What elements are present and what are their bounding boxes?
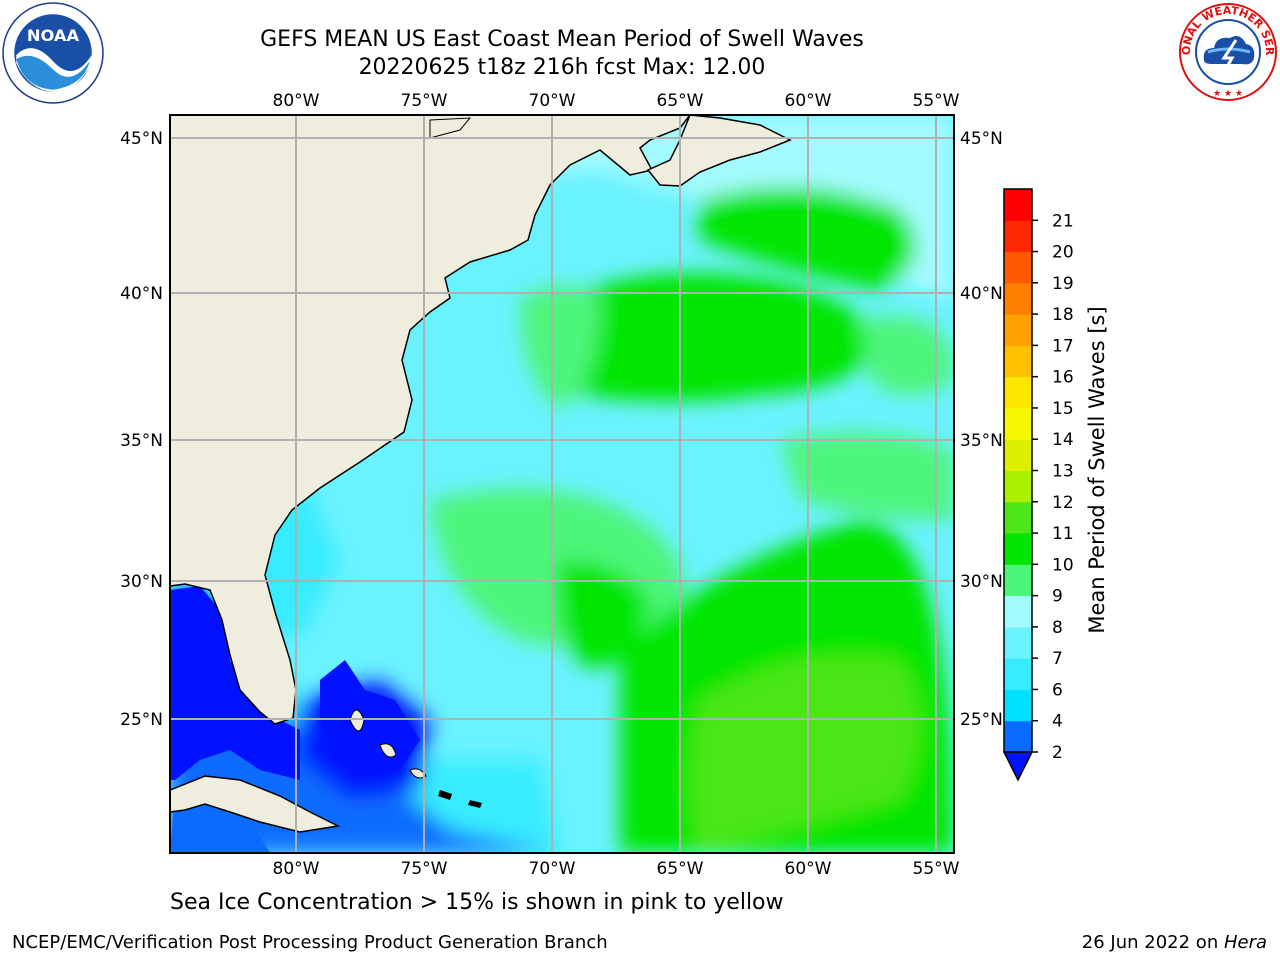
colorbar-tick-label: 8 [1052,618,1063,638]
lon-label-top: 55°W [913,91,960,111]
lat-label-right: 45°N [960,129,1003,149]
colorbar-swatch [1004,189,1032,221]
footer-date: 26 Jun 2022 on Hera [1082,932,1267,953]
colorbar-swatch [1004,251,1032,284]
colorbar-swatch [1004,564,1032,597]
colorbar-swatch [1004,533,1032,565]
lon-label-bottom: 65°W [657,859,704,879]
colorbar-swatch [1004,407,1032,440]
colorbar-tick-label: 7 [1052,649,1063,669]
colorbar-tick-label: 17 [1052,336,1074,356]
colorbar-swatch [1004,282,1032,315]
nws-logo-icon: NATIONAL WEATHER SERVICE ★ ★ ★ [1178,2,1277,101]
lat-label-left: 25°N [120,710,163,730]
colorbar-tick-label: 15 [1052,399,1074,419]
lon-label-top: 80°W [273,91,320,111]
colorbar-swatch [1004,314,1032,346]
colorbar-label: Mean Period of Swell Waves [s] [1085,306,1109,634]
noaa-logo-icon: NOAA [2,2,104,104]
colorbar-under-arrow [1002,751,1034,782]
colorbar-swatch [1004,345,1032,378]
colorbar-swatch [1004,658,1032,690]
lat-label-left: 40°N [120,284,163,304]
sea-ice-note: Sea Ice Concentration > 15% is shown in … [170,890,784,915]
colorbar-tick-label: 6 [1052,680,1063,700]
colorbar-tick-label: 9 [1052,587,1063,607]
lon-label-top: 75°W [401,91,448,111]
lon-label-bottom: 60°W [785,859,832,879]
colorbar-tick-label: 18 [1052,305,1074,325]
lat-label-right: 40°N [960,284,1003,304]
colorbar-tick-label: 16 [1052,368,1074,388]
map-frame [169,114,955,854]
colorbar-tick-label: 4 [1052,712,1063,732]
footer-credit: NCEP/EMC/Verification Post Processing Pr… [12,932,608,953]
colorbar-swatch [1004,626,1032,659]
colorbar-tick-label: 12 [1052,493,1074,513]
lon-label-bottom: 75°W [401,859,448,879]
colorbar-swatch [1004,220,1032,253]
lon-label-top: 65°W [657,91,704,111]
graticule [170,115,954,853]
footer-host: Hera [1223,932,1267,953]
lat-label-right: 35°N [960,431,1003,451]
chart-subtitle: 20220625 t18z 216h fcst Max: 12.00 [358,55,766,80]
colorbar-swatch [1004,439,1032,471]
lon-label-bottom: 80°W [273,859,320,879]
colorbar-swatch [1004,470,1032,503]
colorbar-tick-label: 21 [1052,211,1074,231]
lat-label-left: 35°N [120,431,163,451]
lat-label-right: 25°N [960,710,1003,730]
lat-label-right: 30°N [960,572,1003,592]
colorbar-tick-label: 2 [1052,743,1063,763]
colorbar-tick-label: 14 [1052,430,1074,450]
lon-label-bottom: 55°W [913,859,960,879]
colorbar-tick-label: 20 [1052,243,1074,263]
colorbar-swatch [1004,376,1032,409]
svg-text:NOAA: NOAA [27,26,80,45]
colorbar-swatch [1004,720,1032,753]
lon-label-bottom: 70°W [529,859,576,879]
lat-label-left: 30°N [120,572,163,592]
colorbar-tick-label: 10 [1052,555,1074,575]
lon-label-top: 70°W [529,91,576,111]
footer-date-text: 26 Jun 2022 on [1081,932,1224,953]
lat-label-left: 45°N [120,129,163,149]
lon-label-top: 60°W [785,91,832,111]
colorbar-tick-label: 19 [1052,274,1074,294]
svg-text:★ ★ ★: ★ ★ ★ [1213,89,1243,99]
colorbar-tick-label: 11 [1052,524,1074,544]
colorbar-swatch [1004,595,1032,628]
chart-title: GEFS MEAN US East Coast Mean Period of S… [260,27,864,52]
colorbar-tick-label: 13 [1052,462,1074,482]
colorbar-swatch [1004,689,1032,722]
colorbar-swatch [1004,501,1032,534]
colorbar: 2 4 6 7 8 9 10 11 12 13 14 15 16 17 18 19 20 21 [1002,188,1074,782]
